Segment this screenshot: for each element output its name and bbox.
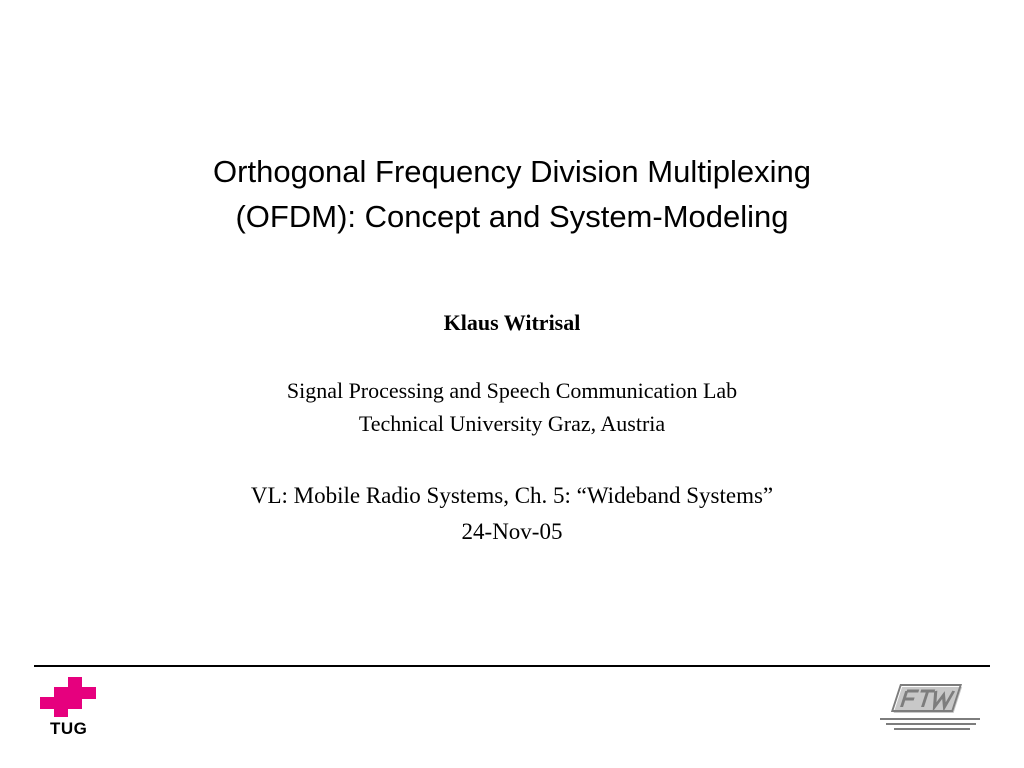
course-line-2: 24-Nov-05 [462, 519, 563, 544]
slide-title: Orthogonal Frequency Division Multiplexi… [80, 150, 944, 240]
ftw-logo-icon [876, 681, 986, 735]
affil-line-1: Signal Processing and Speech Communicati… [287, 378, 737, 403]
course-info: VL: Mobile Radio Systems, Ch. 5: “Wideba… [0, 478, 1024, 549]
ftw-logo [876, 681, 986, 740]
course-line-1: VL: Mobile Radio Systems, Ch. 5: “Wideba… [251, 483, 773, 508]
tug-logo-icon [40, 677, 104, 717]
footer: TUG [0, 675, 1024, 755]
tug-logo-text: TUG [50, 719, 104, 739]
slide-body: Orthogonal Frequency Division Multiplexi… [0, 0, 1024, 549]
affil-line-2: Technical University Graz, Austria [359, 411, 665, 436]
affiliation: Signal Processing and Speech Communicati… [0, 374, 1024, 440]
tug-logo: TUG [40, 677, 104, 739]
title-line-2: (OFDM): Concept and System-Modeling [235, 199, 788, 234]
author-name: Klaus Witrisal [0, 310, 1024, 336]
horizontal-rule [34, 665, 990, 667]
title-line-1: Orthogonal Frequency Division Multiplexi… [213, 154, 811, 189]
